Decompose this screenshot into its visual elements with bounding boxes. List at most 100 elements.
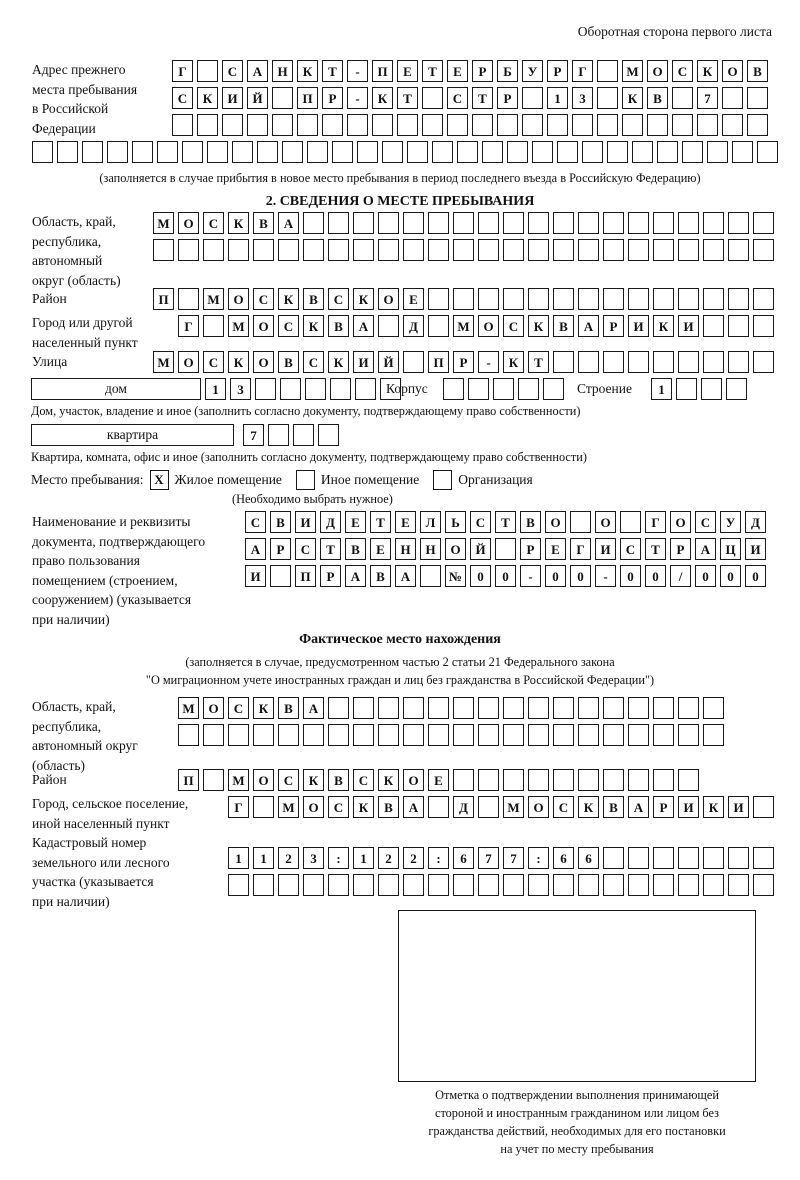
section2-district-cell-9[interactable]: К bbox=[353, 288, 374, 310]
house-cell-1[interactable]: 1 bbox=[205, 378, 226, 400]
section2-district-cell-5[interactable]: С bbox=[253, 288, 274, 310]
section2-region-r1-cell-17[interactable] bbox=[553, 212, 574, 234]
stroenie-cell-4[interactable] bbox=[726, 378, 747, 400]
actual-district-cell-2[interactable] bbox=[203, 769, 224, 791]
section2-region-r1-cell-24[interactable] bbox=[728, 212, 749, 234]
document-r3-cell-18[interactable]: / bbox=[670, 565, 691, 587]
document-r3-cell-10[interactable]: 0 bbox=[470, 565, 491, 587]
section2-street-cell-8[interactable]: К bbox=[328, 351, 349, 373]
actual-region-r1-cell-5[interactable]: В bbox=[278, 697, 299, 719]
section2-city-cell-16[interactable]: В bbox=[553, 315, 574, 337]
document-r2-cell-21[interactable]: И bbox=[745, 538, 766, 560]
actual-city-cell-21[interactable]: И bbox=[728, 796, 749, 818]
section2-street-cell-17[interactable] bbox=[553, 351, 574, 373]
actual-city-cell-1[interactable]: Г bbox=[228, 796, 249, 818]
document-r1-cell-1[interactable]: С bbox=[245, 511, 266, 533]
prev-address-r4-cell-9[interactable] bbox=[232, 141, 253, 163]
section2-district-cell-25[interactable] bbox=[753, 288, 774, 310]
section2-city-cell-13[interactable]: О bbox=[478, 315, 499, 337]
prev-address-r4-cell-30[interactable] bbox=[757, 141, 778, 163]
prev-address-r4-cell-12[interactable] bbox=[307, 141, 328, 163]
document-r1-cell-6[interactable]: Т bbox=[370, 511, 391, 533]
section2-street-cell-15[interactable]: К bbox=[503, 351, 524, 373]
actual-region-r2-cell-16[interactable] bbox=[553, 724, 574, 746]
actual-region-r1-cell-21[interactable] bbox=[678, 697, 699, 719]
cadastral-r2-cell-6[interactable] bbox=[353, 874, 374, 896]
section2-region-row-2[interactable] bbox=[153, 239, 774, 261]
prev-address-r1-cell-6[interactable]: К bbox=[297, 60, 318, 82]
section2-district-cell-14[interactable] bbox=[478, 288, 499, 310]
actual-district-cell-14[interactable] bbox=[503, 769, 524, 791]
section2-street-cell-6[interactable]: В bbox=[278, 351, 299, 373]
prev-address-r2-cell-15[interactable] bbox=[522, 87, 543, 109]
house-cell-4[interactable] bbox=[280, 378, 301, 400]
prev-address-r3-cell-4[interactable] bbox=[247, 114, 268, 136]
section2-region-r1-cell-4[interactable]: К bbox=[228, 212, 249, 234]
prev-address-r1-cell-9[interactable]: П bbox=[372, 60, 393, 82]
stroenie-row[interactable]: 1 bbox=[651, 378, 747, 400]
prev-address-r1-cell-10[interactable]: Е bbox=[397, 60, 418, 82]
document-r2-cell-5[interactable]: В bbox=[345, 538, 366, 560]
cadastral-r1-cell-5[interactable]: : bbox=[328, 847, 349, 869]
document-r1-cell-7[interactable]: Е bbox=[395, 511, 416, 533]
document-r3-cell-5[interactable]: А bbox=[345, 565, 366, 587]
prev-address-r1-cell-24[interactable]: В bbox=[747, 60, 768, 82]
cadastral-r1-cell-21[interactable] bbox=[728, 847, 749, 869]
prev-address-r3-cell-2[interactable] bbox=[197, 114, 218, 136]
prev-address-r2-cell-13[interactable]: Т bbox=[472, 87, 493, 109]
section2-street-cell-2[interactable]: О bbox=[178, 351, 199, 373]
prev-address-r1-cell-12[interactable]: Е bbox=[447, 60, 468, 82]
house-cell-7[interactable] bbox=[355, 378, 376, 400]
actual-region-r1-cell-2[interactable]: О bbox=[203, 697, 224, 719]
prev-address-r2-cell-17[interactable]: 3 bbox=[572, 87, 593, 109]
actual-city-cell-11[interactable] bbox=[478, 796, 499, 818]
prev-address-r2-cell-2[interactable]: К bbox=[197, 87, 218, 109]
section2-city-cell-11[interactable] bbox=[428, 315, 449, 337]
actual-city-cell-17[interactable]: А bbox=[628, 796, 649, 818]
house-cell-3[interactable] bbox=[255, 378, 276, 400]
section2-region-r2-cell-10[interactable] bbox=[378, 239, 399, 261]
actual-region-r2-cell-8[interactable] bbox=[353, 724, 374, 746]
section2-city-cell-19[interactable]: И bbox=[628, 315, 649, 337]
section2-region-r2-cell-24[interactable] bbox=[728, 239, 749, 261]
stay-type-checkbox-residential[interactable]: X bbox=[149, 470, 169, 490]
cadastral-r1-cell-13[interactable]: : bbox=[528, 847, 549, 869]
section2-region-r1-cell-23[interactable] bbox=[703, 212, 724, 234]
document-r1-cell-11[interactable]: Т bbox=[495, 511, 516, 533]
section2-city-cell-20[interactable]: К bbox=[653, 315, 674, 337]
prev-address-r3-cell-5[interactable] bbox=[272, 114, 293, 136]
section2-region-r1-cell-12[interactable] bbox=[428, 212, 449, 234]
cadastral-r1-cell-9[interactable]: : bbox=[428, 847, 449, 869]
document-r3-cell-15[interactable]: - bbox=[595, 565, 616, 587]
cadastral-r2-cell-11[interactable] bbox=[478, 874, 499, 896]
cadastral-r2-cell-21[interactable] bbox=[728, 874, 749, 896]
actual-region-r1-cell-15[interactable] bbox=[528, 697, 549, 719]
cadastral-r2-cell-12[interactable] bbox=[503, 874, 524, 896]
document-r2-cell-10[interactable]: Й bbox=[470, 538, 491, 560]
prev-address-r4-cell-20[interactable] bbox=[507, 141, 528, 163]
actual-region-r1-cell-4[interactable]: К bbox=[253, 697, 274, 719]
cadastral-r2-cell-22[interactable] bbox=[753, 874, 774, 896]
section2-street-cell-14[interactable]: - bbox=[478, 351, 499, 373]
prev-address-r4-cell-19[interactable] bbox=[482, 141, 503, 163]
section2-region-r2-cell-17[interactable] bbox=[553, 239, 574, 261]
actual-region-r1-cell-11[interactable] bbox=[428, 697, 449, 719]
section2-region-r1-cell-7[interactable] bbox=[303, 212, 324, 234]
section2-city-cell-6[interactable]: К bbox=[303, 315, 324, 337]
stay-type-checkbox-other[interactable] bbox=[295, 470, 315, 490]
section2-street-cell-25[interactable] bbox=[753, 351, 774, 373]
actual-region-r1-cell-3[interactable]: С bbox=[228, 697, 249, 719]
cadastral-r2-cell-7[interactable] bbox=[378, 874, 399, 896]
section2-street-cell-13[interactable]: Р bbox=[453, 351, 474, 373]
actual-region-r1-cell-1[interactable]: М bbox=[178, 697, 199, 719]
prev-address-r2-cell-8[interactable]: - bbox=[347, 87, 368, 109]
actual-city-cell-14[interactable]: С bbox=[553, 796, 574, 818]
flat-cell-4[interactable] bbox=[318, 424, 339, 446]
prev-address-r2-cell-5[interactable] bbox=[272, 87, 293, 109]
section2-region-r2-cell-11[interactable] bbox=[403, 239, 424, 261]
document-r1-cell-17[interactable]: Г bbox=[645, 511, 666, 533]
